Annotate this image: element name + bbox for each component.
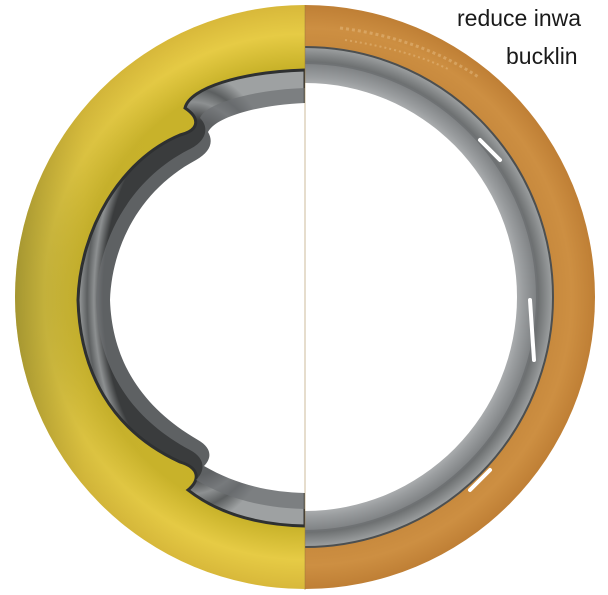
left-half-buckled xyxy=(15,5,305,589)
caption-line-2: bucklin xyxy=(506,43,578,69)
caption-line-1: reduce inwa xyxy=(457,5,582,31)
engraved-marking xyxy=(339,26,481,80)
right-half-with-inner-ring xyxy=(305,5,595,589)
